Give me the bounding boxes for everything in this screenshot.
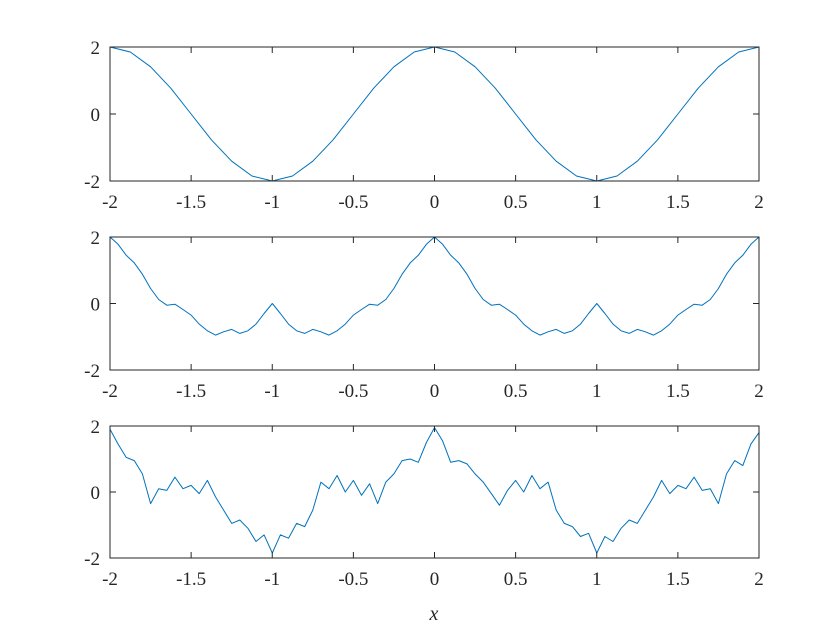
x-tick-label-2-3: -0.5 — [338, 381, 368, 402]
axes-box-2 — [109, 236, 760, 371]
x-tick-label-1-5: 0.5 — [504, 192, 528, 213]
x-tick-label-1-1: -1.5 — [176, 192, 206, 213]
series-line-2-1 — [109, 236, 760, 336]
y-tick-label-1-0: -2 — [84, 172, 100, 193]
x-tick-label-3-5: 0.5 — [504, 569, 528, 590]
x-tick-label-3-4: 0 — [430, 569, 440, 590]
x-tick-label-2-5: 0.5 — [504, 381, 528, 402]
subplot-3: -2 -1.5 -1 -0.5 0 0.5 1 1.5 2 -2 0 2 — [84, 417, 764, 590]
y-tick-label-3-2: 2 — [91, 417, 101, 438]
x-tick-label-2-6: 1 — [592, 381, 602, 402]
y-tick-label-1-1: 0 — [91, 105, 101, 126]
x-tick-label-3-2: -1 — [264, 569, 280, 590]
subplot-1: -2 -1.5 -1 -0.5 0 0.5 1 1.5 2 -2 0 2 — [84, 38, 764, 213]
x-tick-label-3-8: 2 — [754, 569, 764, 590]
y-tick-label-2-1: 0 — [91, 295, 101, 316]
series-line-1-1 — [109, 46, 760, 182]
x-axis-label: x — [429, 603, 439, 625]
subplot-2: -2 -1.5 -1 -0.5 0 0.5 1 1.5 2 -2 0 2 — [84, 228, 764, 402]
y-tick-label-2-2: 2 — [91, 228, 101, 249]
x-tick-label-1-4: 0 — [430, 192, 440, 213]
x-tick-label-3-1: -1.5 — [176, 569, 206, 590]
x-tick-label-3-6: 1 — [592, 569, 602, 590]
x-tick-label-2-2: -1 — [264, 381, 280, 402]
x-tick-label-1-0: -2 — [102, 192, 118, 213]
series-line-3-1 — [109, 427, 760, 554]
x-tick-label-2-4: 0 — [430, 381, 440, 402]
x-tick-label-3-7: 1.5 — [666, 569, 690, 590]
x-tick-label-1-8: 2 — [754, 192, 764, 213]
x-tick-label-3-0: -2 — [102, 569, 118, 590]
y-tick-label-2-0: -2 — [84, 361, 100, 382]
x-tick-label-2-1: -1.5 — [176, 381, 206, 402]
x-tick-label-1-6: 1 — [592, 192, 602, 213]
x-tick-label-1-2: -1 — [264, 192, 280, 213]
x-tick-label-1-3: -0.5 — [338, 192, 368, 213]
axes-box-1 — [109, 46, 760, 182]
axes-box-3 — [109, 425, 760, 559]
x-tick-label-2-7: 1.5 — [666, 381, 690, 402]
x-tick-label-1-7: 1.5 — [666, 192, 690, 213]
x-tick-label-2-0: -2 — [102, 381, 118, 402]
y-tick-label-3-1: 0 — [91, 483, 101, 504]
y-tick-label-3-0: -2 — [84, 549, 100, 570]
x-tick-label-2-8: 2 — [754, 381, 764, 402]
y-tick-label-1-2: 2 — [91, 38, 101, 59]
x-tick-label-3-3: -0.5 — [338, 569, 368, 590]
